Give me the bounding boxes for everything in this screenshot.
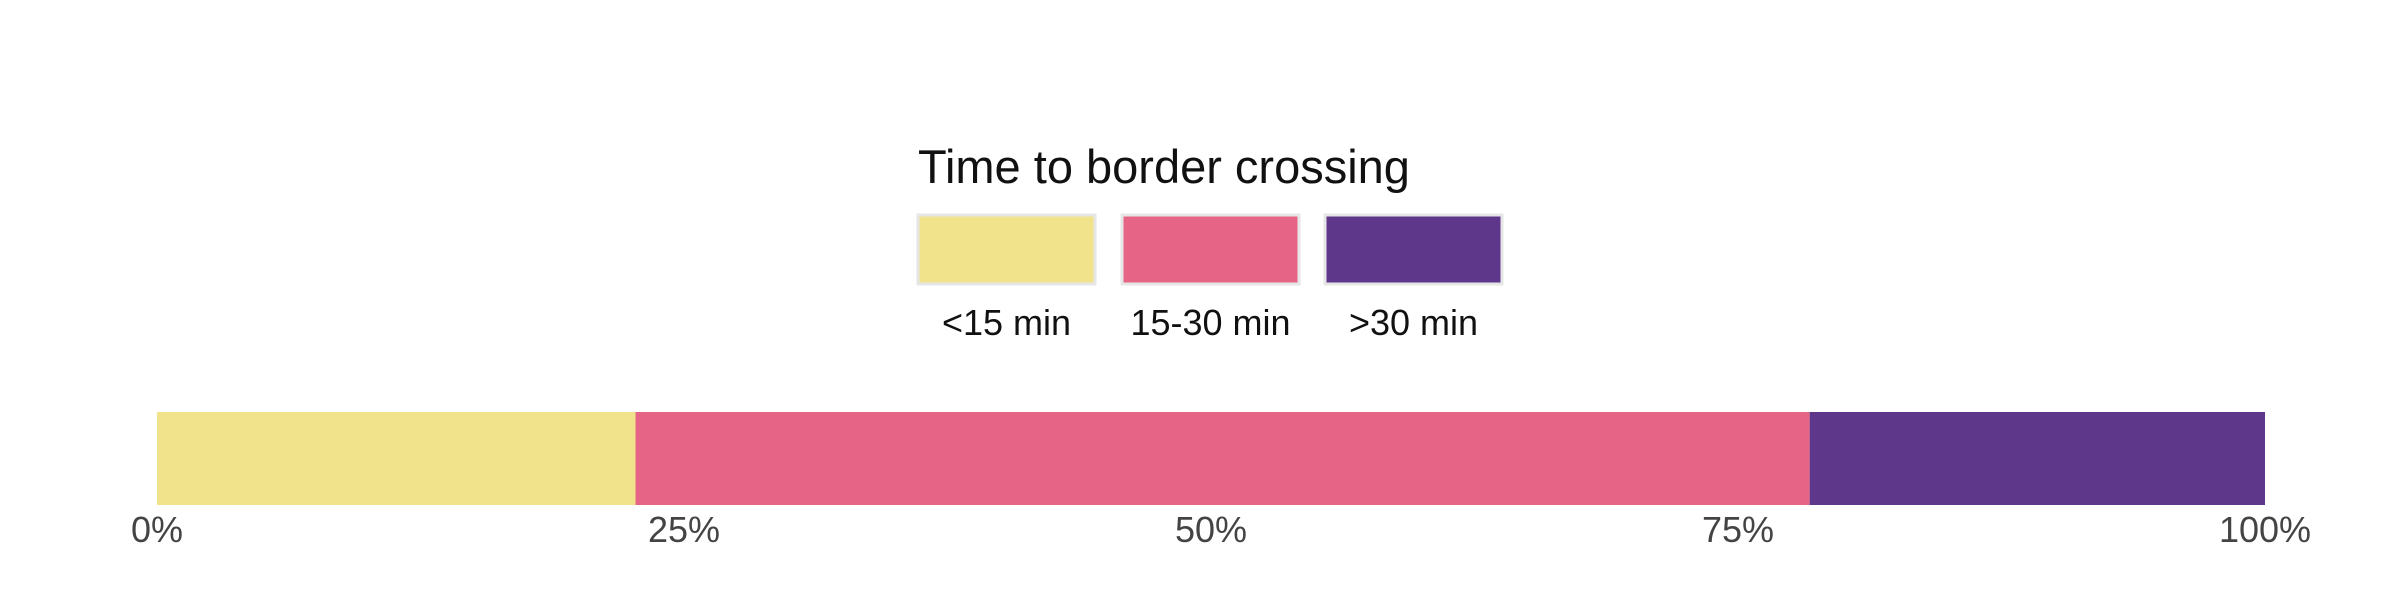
bar-segment-3 xyxy=(1809,412,2265,505)
legend-swatch xyxy=(1323,213,1504,286)
bar-segment-2 xyxy=(635,412,1810,505)
x-tick-label: 0% xyxy=(131,509,183,550)
legend: Time to border crossing <15 min 15-30 min… xyxy=(916,140,1504,343)
legend-items: <15 min 15-30 min >30 min xyxy=(916,213,1504,343)
x-tick-label: 100% xyxy=(2219,509,2311,550)
legend-swatch xyxy=(916,213,1097,286)
bar-segment-1 xyxy=(157,412,636,505)
legend-label: >30 min xyxy=(1349,302,1478,343)
legend-label: 15-30 min xyxy=(1130,302,1290,343)
legend-label: <15 min xyxy=(942,302,1071,343)
legend-title: Time to border crossing xyxy=(918,140,1410,193)
x-tick-label: 25% xyxy=(648,509,720,550)
legend-swatch xyxy=(1120,213,1301,286)
x-axis-ticks: 0% 25% 50% 75% 100% xyxy=(131,509,2311,550)
bar-segments xyxy=(157,412,2265,505)
x-tick-label: 75% xyxy=(1702,509,1774,550)
x-tick-label: 50% xyxy=(1175,509,1247,550)
